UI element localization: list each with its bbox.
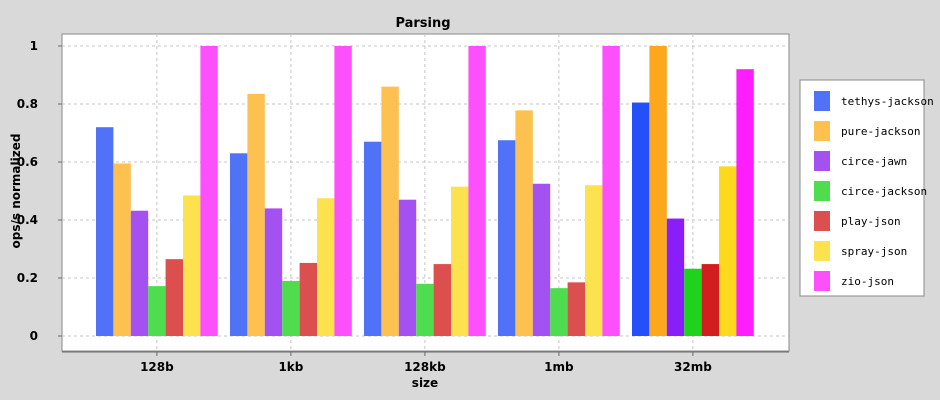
- bar-circe-jackson-128b: [148, 286, 166, 336]
- bar-spray-json-128b: [183, 195, 201, 336]
- legend: tethys-jackson pure-jackson circe-jawn circ…: [799, 79, 934, 297]
- bars-group: [96, 46, 754, 336]
- legend-label-circe-jackson: circe-jackson: [841, 185, 927, 198]
- bar-play-json-128b: [165, 259, 183, 336]
- bar-tethys-jackson-1mb: [498, 140, 516, 336]
- bar-pure-jackson-1kb: [247, 93, 265, 336]
- bar-tethys-jackson-128kb: [364, 141, 382, 336]
- bar-zio-json-128b: [200, 46, 218, 336]
- x-tick-label: 32mb: [674, 360, 712, 374]
- x-tick-label: 128kb: [404, 360, 446, 374]
- bar-circe-jackson-32mb: [684, 268, 702, 336]
- y-axis-label: ops/s normalized: [9, 134, 23, 249]
- legend-swatch-circe-jackson: [814, 181, 830, 201]
- legend-label-tethys-jackson: tethys-jackson: [841, 95, 934, 108]
- bar-tethys-jackson-128b: [96, 127, 114, 336]
- legend-swatch-play-json: [814, 211, 830, 231]
- bar-pure-jackson-32mb: [649, 46, 667, 336]
- x-axis: 128b 1kb 128kb 1mb 32mb: [62, 351, 789, 374]
- bar-circe-jawn-128b: [130, 210, 149, 336]
- bar-circe-jawn-32mb: [666, 218, 685, 336]
- bar-circe-jackson-128kb: [416, 283, 434, 336]
- legend-swatch-circe-jawn: [814, 151, 830, 171]
- bar-play-json-128kb: [433, 264, 451, 336]
- legend-label-zio-json: zio-json: [841, 275, 894, 288]
- legend-swatch-tethys-jackson: [814, 91, 830, 111]
- bar-zio-json-1mb: [602, 46, 620, 336]
- legend-swatch-pure-jackson: [814, 121, 830, 141]
- legend-label-pure-jackson: pure-jackson: [841, 125, 920, 138]
- legend-label-play-json: play-json: [841, 215, 901, 228]
- bar-circe-jackson-1kb: [282, 280, 300, 336]
- bar-circe-jawn-128kb: [398, 199, 417, 336]
- bar-zio-json-128kb: [468, 46, 486, 336]
- x-axis-label: size: [412, 376, 438, 390]
- bar-play-json-32mb: [701, 264, 719, 336]
- x-tick-label: 1mb: [544, 360, 574, 374]
- bar-tethys-jackson-1kb: [230, 153, 248, 336]
- bar-spray-json-128kb: [451, 186, 469, 336]
- bar-zio-json-32mb: [736, 69, 754, 336]
- bar-play-json-1mb: [567, 282, 585, 336]
- y-axis: 0 0.2 0.4 0.6 0.8 1: [17, 39, 62, 343]
- y-tick-label: 0.4: [17, 213, 38, 227]
- bar-zio-json-1kb: [334, 46, 352, 336]
- y-tick-label: 1: [30, 39, 38, 53]
- x-tick-label: 1kb: [278, 360, 303, 374]
- x-tick-label: 128b: [140, 360, 174, 374]
- bar-play-json-1kb: [299, 262, 317, 336]
- bar-spray-json-1kb: [317, 198, 335, 336]
- legend-label-circe-jawn: circe-jawn: [841, 155, 907, 168]
- bar-circe-jawn-1mb: [532, 183, 551, 336]
- bar-pure-jackson-128b: [113, 163, 131, 336]
- chart-title: Parsing: [395, 16, 450, 31]
- y-tick-label: 0.6: [17, 155, 38, 169]
- y-tick-label: 0: [30, 329, 38, 343]
- legend-swatch-spray-json: [814, 241, 830, 261]
- legend-swatch-zio-json: [814, 271, 830, 291]
- bar-spray-json-32mb: [719, 166, 737, 336]
- bar-spray-json-1mb: [585, 185, 603, 336]
- bar-circe-jackson-1mb: [550, 288, 568, 336]
- bar-pure-jackson-128kb: [381, 86, 399, 336]
- bar-circe-jawn-1kb: [264, 208, 283, 336]
- y-tick-label: 0.8: [17, 97, 38, 111]
- bar-tethys-jackson-32mb: [632, 102, 650, 336]
- y-tick-label: 0.2: [17, 271, 38, 285]
- bar-pure-jackson-1mb: [515, 110, 533, 336]
- legend-label-spray-json: spray-json: [841, 245, 907, 258]
